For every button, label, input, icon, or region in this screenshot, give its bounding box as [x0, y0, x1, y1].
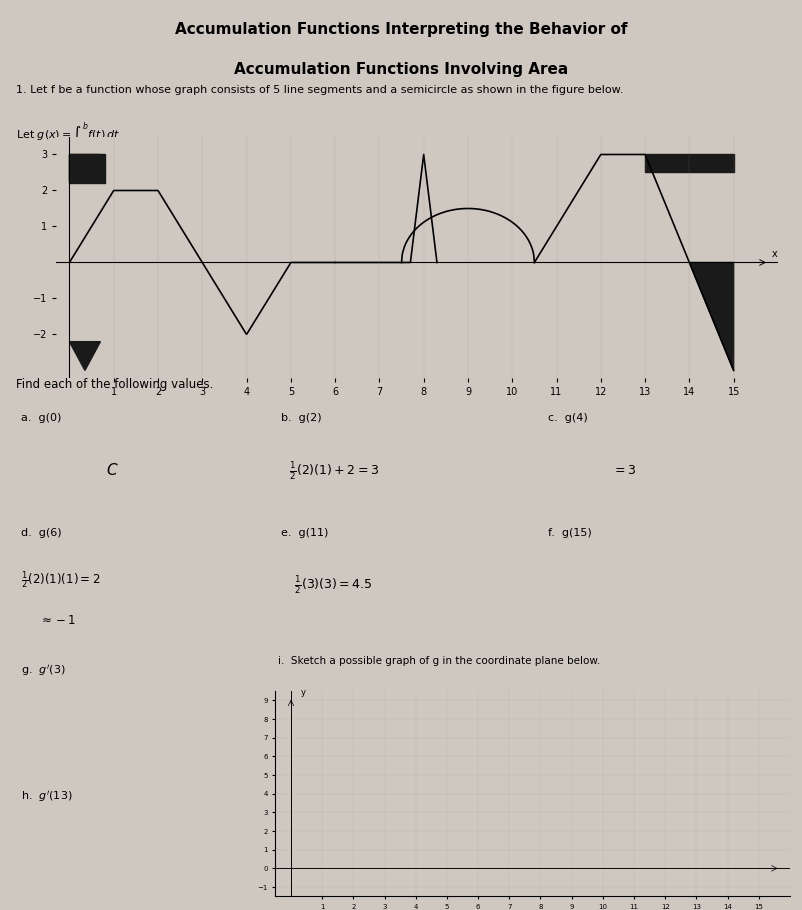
- Text: g.  $g'(3)$: g. $g'(3)$: [21, 662, 66, 678]
- Text: f.  g(15): f. g(15): [548, 528, 591, 538]
- Text: a.  g(0): a. g(0): [21, 413, 62, 423]
- Text: $\frac{1}{2}(2)(1)+2=3$: $\frac{1}{2}(2)(1)+2=3$: [289, 460, 379, 482]
- Text: Find each of the following values.: Find each of the following values.: [16, 378, 213, 391]
- Text: Let $g(x) = \int_a^b f(t)\,dt$: Let $g(x) = \int_a^b f(t)\,dt$: [16, 121, 120, 149]
- Polygon shape: [70, 341, 100, 370]
- Text: $\frac{1}{2}(3)(3) = 4.5$: $\frac{1}{2}(3)(3) = 4.5$: [294, 574, 373, 596]
- Text: $\frac{1}{2}(2)(1)(1) = 2$: $\frac{1}{2}(2)(1)(1) = 2$: [21, 569, 100, 591]
- Text: $=3$: $=3$: [613, 464, 637, 478]
- Text: b.  g(2): b. g(2): [281, 413, 322, 423]
- Text: Accumulation Functions Interpreting the Behavior of: Accumulation Functions Interpreting the …: [175, 22, 627, 36]
- Text: e.  g(11): e. g(11): [281, 528, 328, 538]
- Polygon shape: [690, 262, 734, 370]
- Text: C: C: [107, 463, 117, 479]
- Polygon shape: [70, 155, 105, 183]
- Text: c.  g(4): c. g(4): [548, 413, 587, 423]
- Text: $\approx -1$: $\approx -1$: [39, 613, 76, 627]
- Text: h.  $g'(13)$: h. $g'(13)$: [21, 789, 72, 804]
- Text: 1. Let f be a function whose graph consists of 5 line segments and a semicircle : 1. Let f be a function whose graph consi…: [16, 85, 623, 95]
- Text: x: x: [772, 248, 777, 258]
- Text: Accumulation Functions Involving Area: Accumulation Functions Involving Area: [234, 62, 568, 77]
- Text: d.  g(6): d. g(6): [21, 528, 62, 538]
- Text: i.  Sketch a possible graph of g in the coordinate plane below.: i. Sketch a possible graph of g in the c…: [278, 655, 600, 665]
- Text: y: y: [301, 688, 306, 697]
